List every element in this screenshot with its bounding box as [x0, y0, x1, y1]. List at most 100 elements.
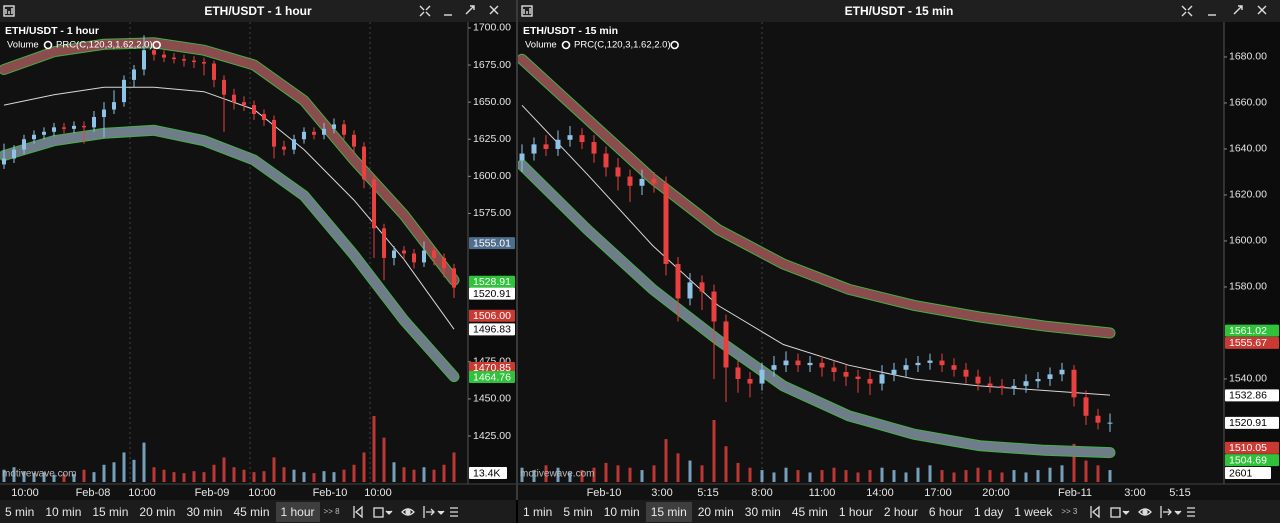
volume-bar — [1012, 470, 1016, 482]
timeframe-button[interactable]: 30 min — [744, 504, 781, 519]
window-icons[interactable] — [3, 5, 1267, 17]
timeframe-button[interactable]: 1 hour — [838, 504, 873, 519]
x-tick-label: 11:00 — [809, 487, 836, 499]
price-label: 1510.05 — [1229, 442, 1267, 454]
timeframe-button[interactable]: 2 hour — [883, 504, 918, 519]
candle-body — [382, 228, 386, 258]
candle-body — [519, 153, 525, 161]
toolbar-icons[interactable] — [352, 505, 462, 519]
timeframe-button[interactable]: 15 min — [645, 501, 692, 522]
timeframe-button[interactable]: 20 min — [139, 504, 176, 519]
candle-body — [342, 124, 346, 135]
more-button[interactable]: >> 8 — [323, 507, 340, 516]
volume-bar — [712, 420, 716, 482]
candle-body — [82, 125, 86, 128]
volume-bar — [342, 469, 346, 482]
y-tick-label: 1600.00 — [1229, 235, 1267, 247]
timeframe-button[interactable]: 45 min — [791, 504, 828, 519]
volume-bar — [132, 459, 136, 482]
price-label: 1464.76 — [473, 371, 511, 383]
timeframe-button[interactable]: 20 min — [697, 504, 734, 519]
volume-bar — [182, 473, 186, 482]
timeframe-button[interactable]: 1 week — [1014, 504, 1053, 519]
panel-title: ETH/USDT - 15 min — [845, 4, 954, 18]
volume-bar — [272, 457, 276, 482]
volume-bar — [1084, 460, 1088, 482]
timeframe-button[interactable]: 1 min — [523, 504, 553, 519]
candle-body — [855, 376, 861, 379]
volume-bar — [832, 467, 836, 482]
volume-bar — [142, 442, 146, 482]
candle-body — [42, 131, 46, 135]
background — [0, 0, 1280, 500]
candle-body — [352, 134, 356, 147]
volume-bar — [1000, 472, 1004, 482]
candle-body — [543, 144, 549, 149]
volume-bar — [1024, 472, 1028, 482]
volume-bar — [312, 473, 316, 482]
volume-bar — [52, 474, 56, 482]
candle-body — [1083, 397, 1089, 416]
more-button[interactable]: >> 3 — [1061, 507, 1078, 516]
volume-label-box — [1225, 467, 1271, 479]
timeframe-button[interactable]: 10 min — [603, 504, 640, 519]
candle-body — [292, 139, 296, 150]
price-label-box — [469, 323, 515, 336]
volume-bar — [1048, 467, 1052, 482]
timeframe-button[interactable]: 45 min — [233, 504, 270, 519]
candle-body — [783, 360, 789, 366]
y-tick-label: 1660.00 — [1229, 97, 1267, 109]
price-axis — [468, 22, 516, 484]
volume-bar — [42, 472, 46, 482]
middle-line — [3, 86, 455, 330]
candle-body — [867, 378, 873, 384]
volume-bar — [122, 452, 126, 482]
candle-body — [202, 62, 206, 64]
volume-bar — [32, 473, 36, 482]
candle-body — [332, 124, 336, 129]
x-tick-label: Feb-11 — [1058, 487, 1092, 499]
volume-bar — [202, 472, 206, 482]
price-label-box — [469, 275, 515, 288]
timeframe-button[interactable]: 5 min — [563, 504, 593, 519]
candle-body — [2, 158, 6, 165]
candle-body — [627, 176, 633, 186]
candle-body — [555, 139, 561, 149]
timeframe-button[interactable]: 30 min — [186, 504, 223, 519]
volume-bar — [422, 467, 426, 482]
volume-bar — [892, 470, 896, 482]
volume-bar — [232, 467, 236, 482]
x-tick-label: 3:00 — [1124, 487, 1145, 499]
volume-bar — [532, 470, 536, 482]
volume-bar — [352, 464, 356, 482]
candle-body — [915, 362, 921, 366]
timeframe-button[interactable]: 1 hour — [275, 501, 320, 522]
volume-bar — [604, 462, 608, 482]
candle-body — [242, 102, 246, 106]
volume-bar — [952, 472, 956, 482]
volume-bar — [2, 469, 6, 482]
volume-bar — [382, 437, 386, 482]
timeframe-button[interactable]: 1 day — [973, 504, 1004, 519]
price-label: 1561.02 — [1229, 325, 1267, 337]
volume-bar — [402, 467, 406, 482]
volume-bar — [976, 467, 980, 482]
timeframe-button[interactable]: 5 min — [5, 504, 35, 519]
toolbar-icons[interactable] — [1089, 505, 1199, 519]
price-label-box — [1225, 324, 1279, 337]
x-tick-label: 17:00 — [924, 487, 952, 499]
candle-body — [579, 135, 585, 143]
timeframe-button[interactable]: 15 min — [92, 504, 129, 519]
candle-body — [747, 378, 753, 384]
volume-bar — [964, 470, 968, 482]
candle-body — [92, 116, 96, 128]
plot-area — [0, 35, 460, 482]
timeframe-button[interactable]: 6 hour — [928, 504, 963, 519]
volume-bar — [772, 472, 776, 482]
candle-body — [1047, 374, 1053, 379]
y-tick-label: 1575.00 — [473, 207, 511, 219]
timeframe-button[interactable]: 10 min — [45, 504, 82, 519]
volume-bar — [676, 453, 680, 482]
legend-volume: Volume — [7, 40, 39, 51]
